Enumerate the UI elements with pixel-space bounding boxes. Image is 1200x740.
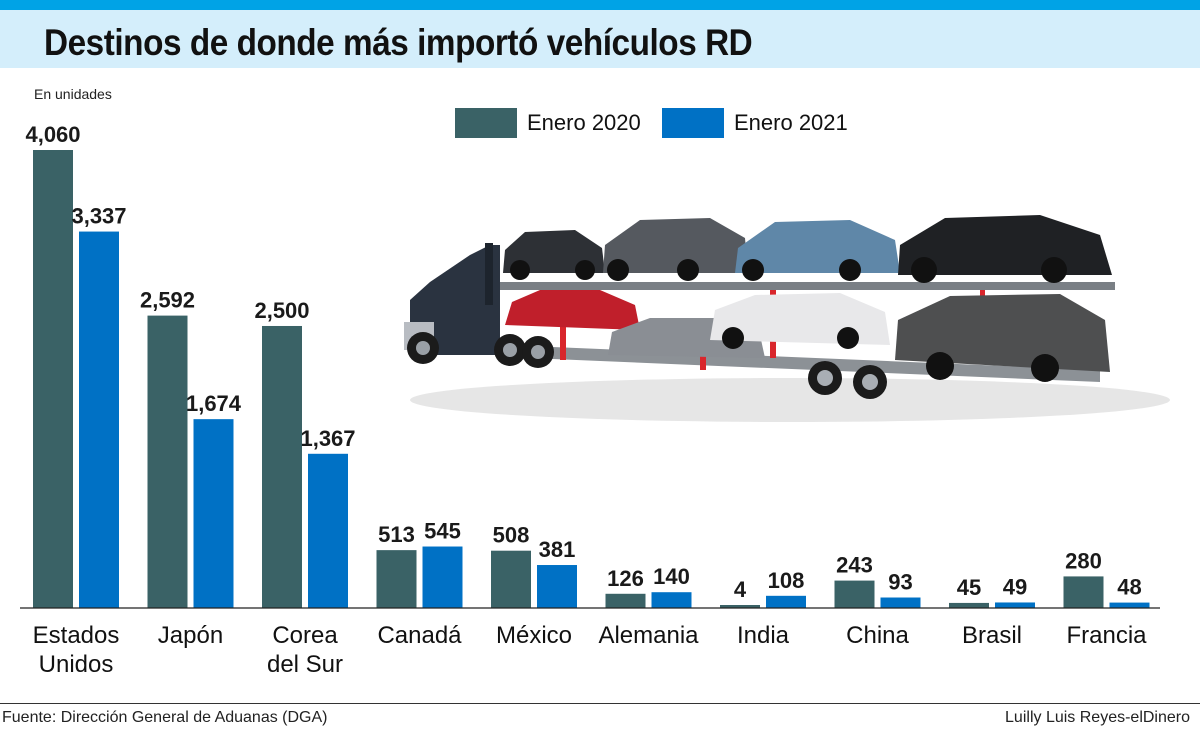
category-label-0: Estados (33, 622, 120, 649)
category-label-4: México (496, 622, 572, 649)
car-carrier-truck-illustration (404, 215, 1170, 422)
value-label-2020-4: 508 (493, 523, 530, 548)
value-label-2020-6: 4 (734, 577, 747, 602)
value-label-2021-7: 93 (888, 570, 912, 595)
value-labels-layer: 4,060 3,337 2,592 1,674 2,500 1,367 513 545 508 3… (25, 122, 1141, 602)
bar-2020-3 (376, 550, 417, 608)
category-label-2: Corea (272, 622, 338, 649)
category-label-6: India (737, 622, 790, 649)
category-label-0-line2: Unidos (39, 651, 114, 678)
category-label-5: Alemania (598, 622, 699, 649)
bar-2021-7 (880, 597, 921, 608)
category-label-2-line2: del Sur (267, 651, 343, 678)
value-label-2021-2: 1,367 (300, 426, 355, 451)
value-label-2021-0: 3,337 (71, 204, 126, 229)
bars-layer (33, 150, 1150, 608)
bar-2021-1 (193, 419, 234, 608)
bar-2020-9 (1063, 576, 1104, 608)
value-label-2020-1: 2,592 (140, 288, 195, 313)
top-accent-band (0, 0, 1200, 10)
credit-note: Luilly Luis Reyes-elDinero (1005, 709, 1190, 726)
value-label-2020-0: 4,060 (25, 122, 80, 147)
value-label-2020-2: 2,500 (254, 298, 309, 323)
value-label-2021-5: 140 (653, 564, 690, 589)
value-label-2020-9: 280 (1065, 548, 1102, 573)
bar-2021-6 (766, 595, 806, 608)
footer-divider (0, 703, 1200, 704)
title-bar: Destinos de donde más importó vehículos … (0, 10, 1200, 68)
units-label: En unidades (34, 86, 112, 102)
bar-2021-3 (422, 546, 463, 608)
category-label-7: China (846, 622, 909, 649)
bar-2020-1 (147, 315, 188, 608)
bar-2021-8 (995, 602, 1035, 608)
bar-2020-0 (33, 150, 73, 608)
bar-2021-0 (79, 231, 119, 608)
source-note: Fuente: Dirección General de Aduanas (DG… (2, 709, 328, 726)
value-label-2021-4: 381 (539, 537, 576, 562)
bar-2020-8 (949, 602, 989, 608)
value-label-2021-8: 49 (1003, 574, 1027, 599)
value-label-2021-6: 108 (768, 568, 805, 593)
value-label-2020-5: 126 (607, 566, 644, 591)
bar-2021-2 (308, 453, 348, 608)
bar-2020-5 (605, 593, 646, 608)
value-label-2021-3: 545 (424, 519, 461, 544)
category-label-9: Francia (1066, 622, 1147, 649)
value-label-2020-7: 243 (836, 553, 873, 578)
legend-label-2021: Enero 2021 (734, 110, 848, 135)
category-label-1: Japón (158, 622, 223, 649)
category-label-8: Brasil (962, 622, 1022, 649)
legend-swatch-2021 (662, 108, 724, 138)
bar-2021-5 (651, 592, 692, 608)
value-label-2020-3: 513 (378, 522, 415, 547)
bar-2021-4 (537, 565, 577, 608)
value-label-2021-1: 1,674 (186, 391, 242, 416)
bar-2020-2 (262, 325, 302, 608)
bar-2020-7 (834, 580, 875, 608)
legend-swatch-2020 (455, 108, 517, 138)
category-label-3: Canadá (377, 622, 462, 649)
bar-chart: 4,060 3,337 2,592 1,674 2,500 1,367 513 545 508 3… (20, 122, 1170, 678)
bar-2020-6 (720, 605, 760, 608)
chart-title: Destinos de donde más importó vehículos … (44, 22, 753, 63)
bar-2021-9 (1109, 602, 1150, 608)
bar-2020-4 (491, 550, 531, 608)
legend-label-2020: Enero 2020 (527, 110, 641, 135)
value-label-2020-8: 45 (957, 575, 981, 600)
value-label-2021-9: 48 (1117, 575, 1141, 600)
